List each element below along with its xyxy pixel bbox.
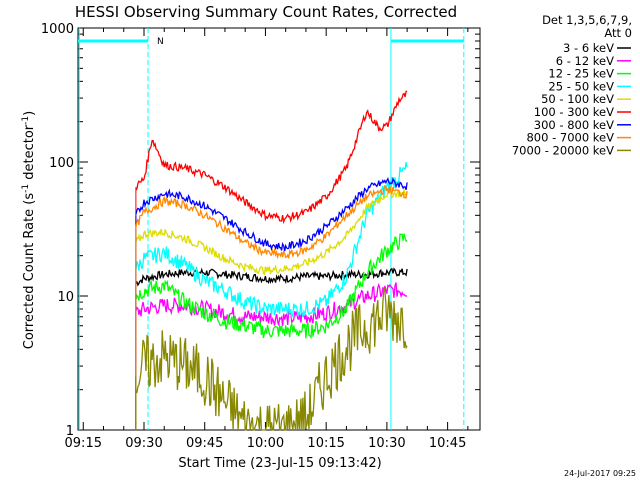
plot-layer: 09:15 09:30 09:45 10:00 10:15 10:30 10:45 1 10 10… [41, 22, 481, 451]
x-tick-label: 09:15 [65, 436, 102, 451]
timestamp-label: 24-Jul-2017 09:25 [564, 469, 636, 478]
legend-label: 800 - 7000 keV [526, 131, 614, 145]
legend-label: 7000 - 20000 keV [512, 143, 614, 157]
x-tick-label: 10:30 [368, 436, 405, 451]
plot-frame [77, 27, 481, 431]
legend-label: 25 - 50 keV [548, 79, 614, 93]
x-tick-label: 10:45 [429, 436, 466, 451]
series-line [135, 162, 408, 320]
y-axis-label: Corrected Count Rate (s-1 detector-1) [21, 111, 37, 349]
series-line [135, 266, 408, 287]
y-label-part-4: ) [22, 111, 37, 116]
series-line [135, 185, 408, 260]
legend-label: 3 - 6 keV [563, 41, 614, 55]
legend-label: 6 - 12 keV [556, 54, 614, 68]
series-line [135, 90, 408, 225]
series-line [135, 287, 408, 431]
x-tick-label: 09:45 [186, 436, 223, 451]
y-label-part-2: detector [22, 124, 37, 184]
y-label-part-0: Corrected Count Rate (s [22, 193, 37, 350]
chart-title: HESSI Observing Summary Count Rates, Cor… [75, 3, 457, 21]
legend-label: 12 - 25 keV [548, 67, 614, 81]
series-line [135, 176, 408, 252]
x-tick-label: 10:15 [307, 436, 344, 451]
series-line [135, 233, 408, 340]
y-label-sup-1: -1 [21, 184, 31, 193]
y-tick-label: 10 [57, 290, 74, 305]
y-label-sup-3: -1 [21, 116, 31, 125]
night-marker-n: N [157, 37, 164, 47]
legend-title-line-1: Det 1,3,5,6,7,9, [542, 13, 632, 27]
series-line [135, 282, 408, 327]
legend-label: 50 - 100 keV [541, 92, 614, 106]
legend-label: 300 - 800 keV [534, 118, 614, 132]
legend-title-line-2: Att 0 [604, 26, 632, 40]
series-line [135, 187, 408, 276]
x-axis-label: Start Time (23-Jul-15 09:13:42) [178, 456, 381, 471]
y-tick-label: 1000 [41, 22, 74, 37]
y-tick-label: 1 [66, 424, 74, 439]
x-tick-label: 10:00 [247, 436, 284, 451]
x-tick-label: 09:30 [125, 436, 162, 451]
legend-label: 100 - 300 keV [534, 105, 614, 119]
y-tick-label: 100 [49, 156, 74, 171]
